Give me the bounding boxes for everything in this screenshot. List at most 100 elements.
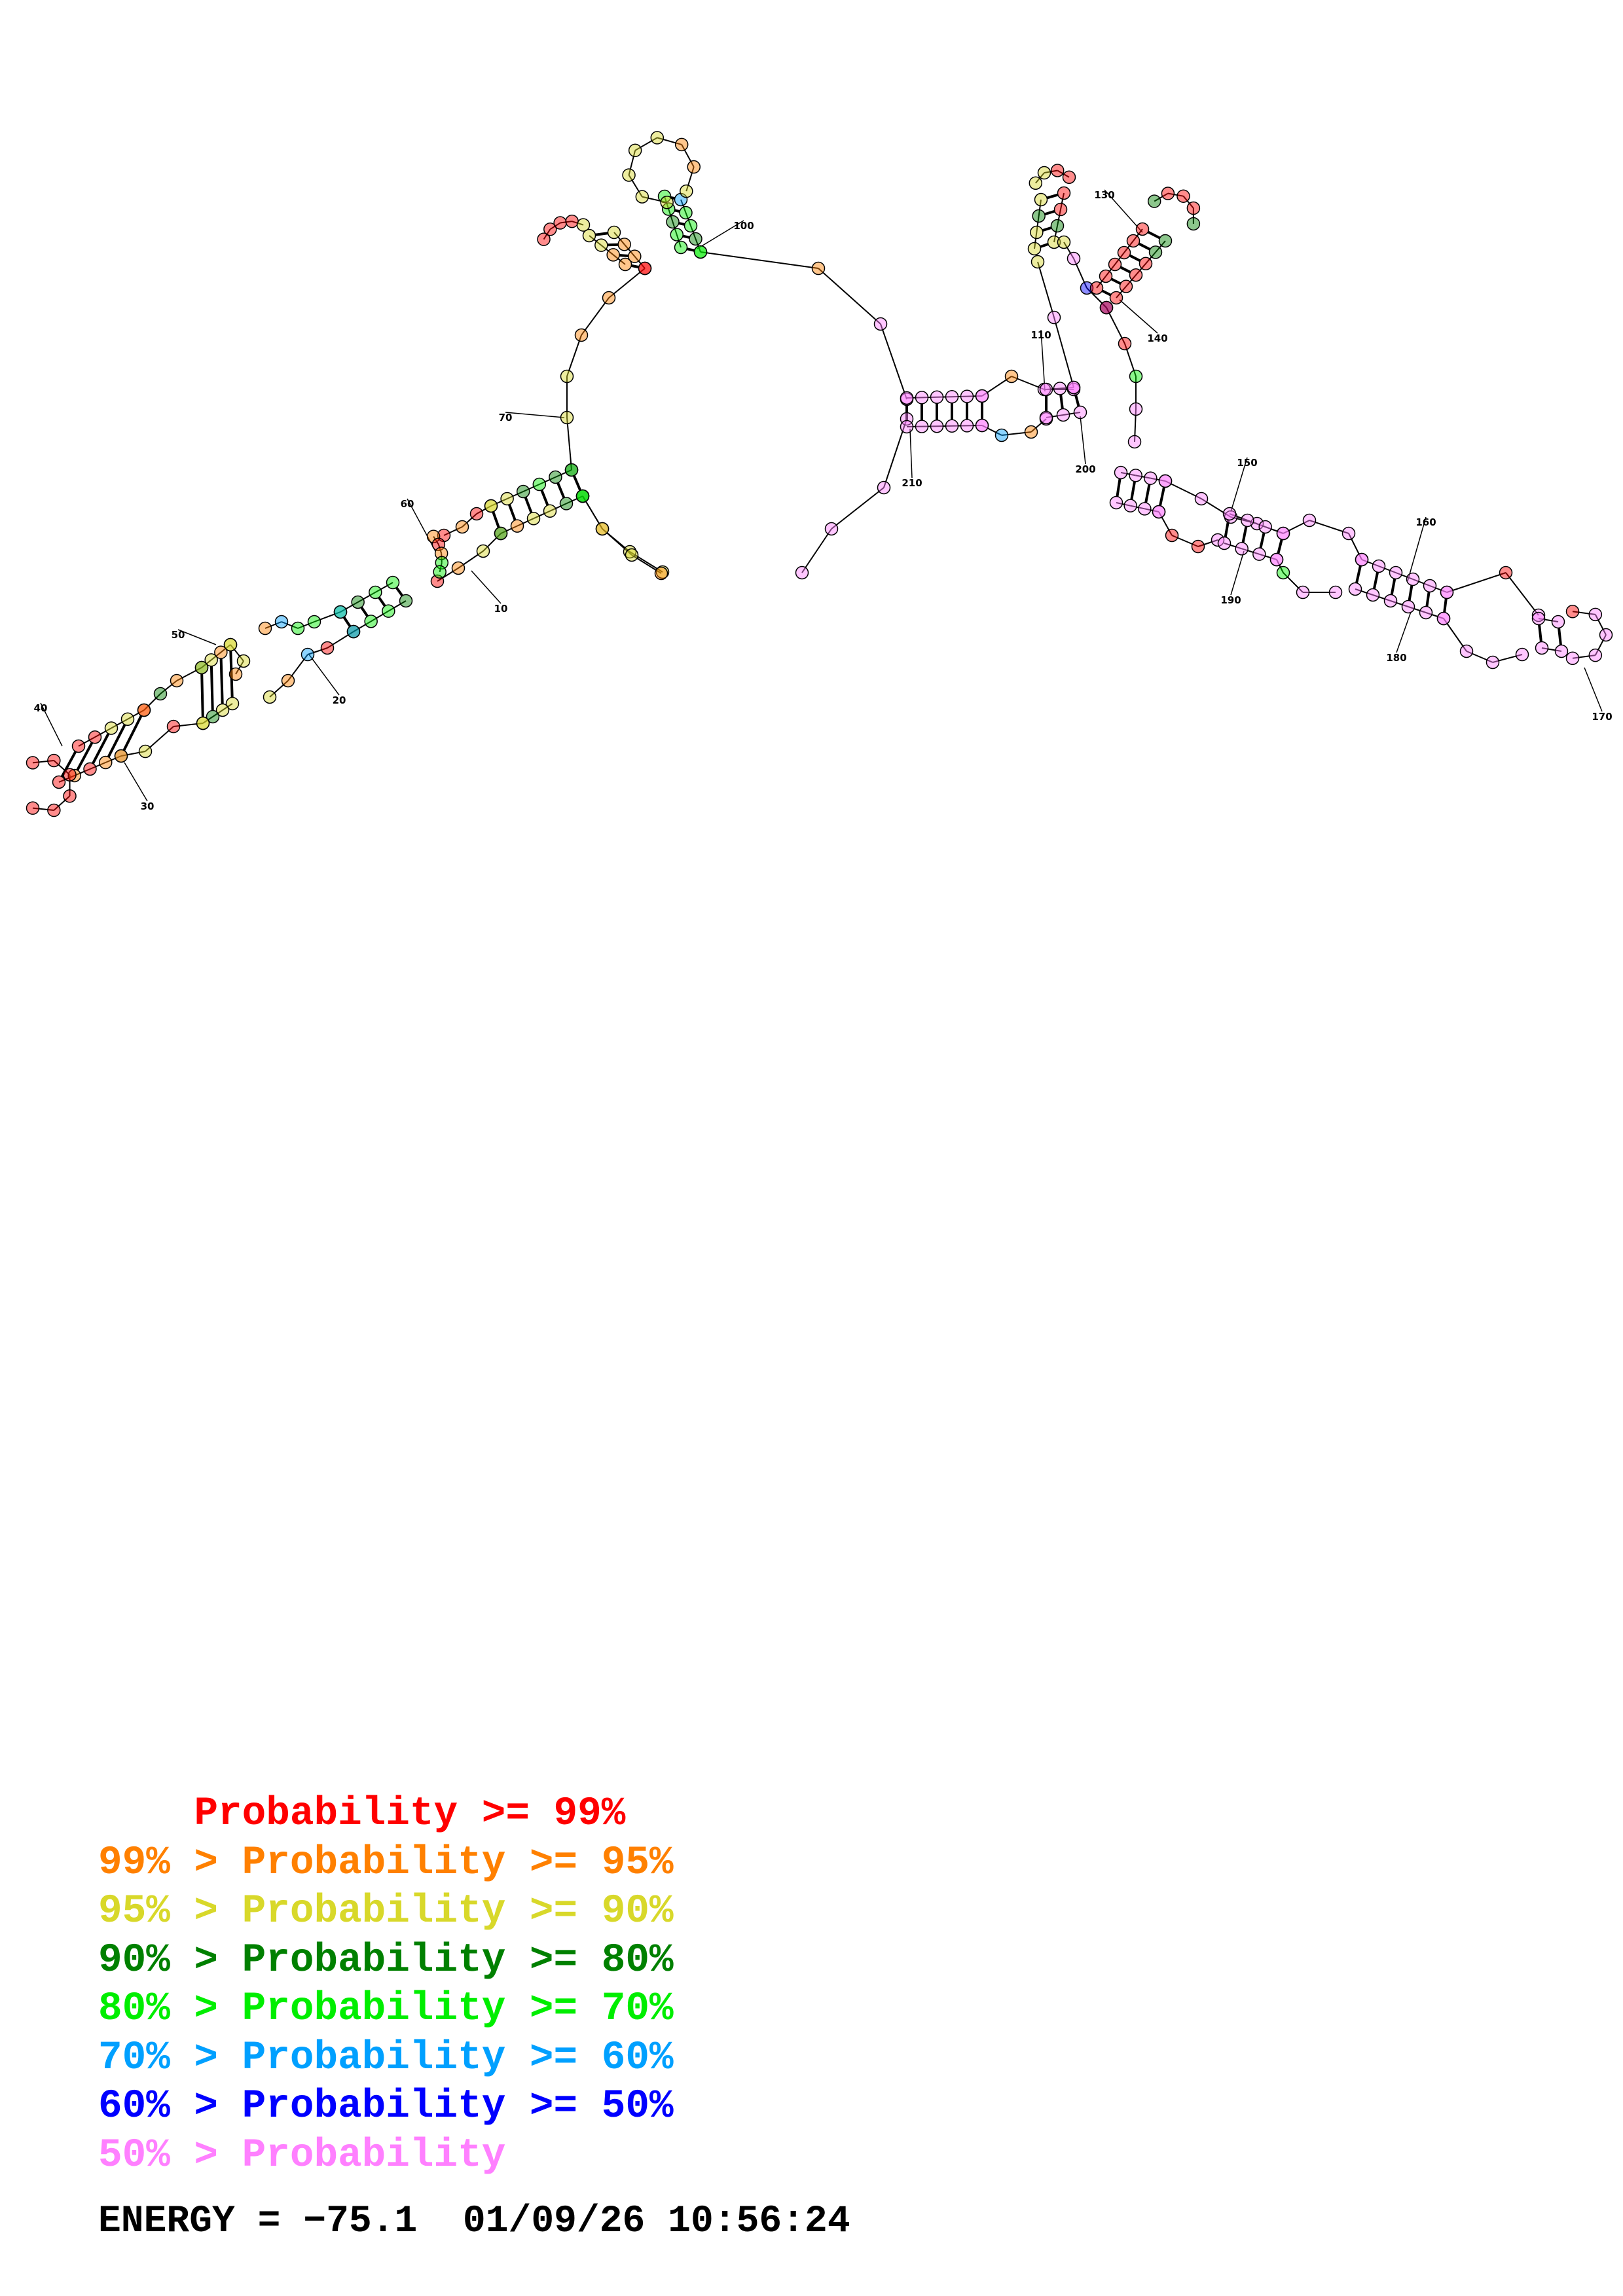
backbone-segment bbox=[589, 235, 602, 246]
rna-secondary-structure: 10 20 30 40 50 60 70 100 110 130 140 150 160 170 180 19… bbox=[26, 131, 1613, 817]
backbone-segment bbox=[1309, 520, 1349, 534]
nucleotide bbox=[1515, 647, 1529, 662]
nucleotide bbox=[71, 739, 86, 753]
nucleotide bbox=[1252, 547, 1266, 561]
base-pair-bond bbox=[682, 234, 690, 239]
nucleotide bbox=[1276, 565, 1290, 580]
nucleotide bbox=[1109, 495, 1123, 510]
nucleotide bbox=[47, 753, 61, 768]
nucleotide bbox=[333, 605, 348, 619]
nucleotide bbox=[930, 390, 944, 404]
nucleotide bbox=[1139, 257, 1153, 271]
nucleotide bbox=[1423, 579, 1437, 593]
nucleotide bbox=[1029, 176, 1043, 190]
nucleotide bbox=[1004, 369, 1019, 384]
nucleotide bbox=[606, 248, 620, 262]
nucleotide bbox=[549, 470, 562, 484]
nucleotide bbox=[263, 690, 277, 704]
nucleotide bbox=[1037, 166, 1051, 180]
legend-text: Probability >= 50% bbox=[242, 2084, 674, 2129]
nucleotide bbox=[1129, 268, 1143, 282]
nucleotide bbox=[500, 492, 514, 506]
backbone-segment bbox=[680, 199, 687, 213]
nucleotide bbox=[689, 232, 702, 246]
nucleotide bbox=[795, 565, 809, 580]
backbone-segment bbox=[566, 417, 572, 471]
backbone-segment bbox=[433, 536, 439, 545]
nucleotide bbox=[153, 687, 168, 701]
backbone-segment bbox=[1046, 387, 1061, 390]
nucleotide bbox=[320, 641, 335, 655]
nucleotide bbox=[687, 160, 701, 174]
nucleotide bbox=[650, 131, 665, 145]
backbone-segment bbox=[1395, 572, 1413, 580]
nucleotide bbox=[915, 391, 929, 404]
nucleotide bbox=[1117, 245, 1131, 260]
backbone-segment bbox=[981, 425, 1002, 436]
nucleotide bbox=[1039, 382, 1053, 397]
backbone-segment bbox=[685, 212, 691, 226]
backbone-segment bbox=[1247, 520, 1266, 528]
nucleotide bbox=[1024, 425, 1038, 439]
nucleotide bbox=[516, 484, 530, 499]
nucleotide bbox=[1186, 201, 1201, 215]
legend-threshold: 50% > bbox=[98, 2132, 242, 2178]
base-pair-bond bbox=[342, 616, 352, 628]
backbone-segment bbox=[1505, 572, 1539, 616]
legend-text: Probability >= 99% bbox=[194, 1791, 626, 1837]
nucleotide bbox=[526, 511, 541, 526]
nucleotide bbox=[1419, 605, 1433, 620]
energy-footer: ENERGY = −75.1 01/09/26 10:56:24 bbox=[98, 2200, 850, 2243]
base-pair-bond bbox=[1040, 243, 1049, 248]
nucleotide bbox=[618, 257, 632, 272]
backbone-segment bbox=[1125, 274, 1137, 287]
legend-text: Probability bbox=[242, 2132, 506, 2178]
backbone-segment bbox=[695, 238, 701, 253]
backbone-segment bbox=[127, 709, 145, 720]
nucleotide bbox=[1053, 382, 1067, 395]
base-pair-bond bbox=[1129, 254, 1141, 262]
nucleotide bbox=[455, 520, 469, 534]
backbone-segment bbox=[1135, 263, 1146, 276]
backbone-segment bbox=[566, 334, 582, 377]
backbone-segment bbox=[634, 137, 658, 151]
nucleotide bbox=[635, 190, 649, 204]
nucleotide bbox=[1148, 245, 1163, 259]
nucleotide bbox=[1389, 565, 1403, 580]
footer-spacer bbox=[417, 2200, 463, 2243]
backbone-segment bbox=[685, 166, 695, 192]
backbone-segment bbox=[966, 395, 983, 397]
nucleotide bbox=[1348, 582, 1362, 596]
legend-threshold: 70% > bbox=[98, 2035, 242, 2081]
base-pair-bond bbox=[556, 482, 566, 499]
nucleotide bbox=[1372, 559, 1386, 573]
backbone-segment bbox=[1348, 533, 1362, 560]
backbone-segment bbox=[1145, 251, 1156, 264]
nucleotide bbox=[945, 419, 959, 433]
backbone-segment bbox=[600, 244, 614, 256]
nucleotide bbox=[26, 756, 40, 770]
backbone-segment bbox=[1155, 240, 1166, 253]
backbone-segment bbox=[517, 518, 534, 527]
backbone-segment bbox=[1182, 196, 1194, 209]
nucleotide bbox=[1241, 513, 1254, 528]
base-pair-bond bbox=[1241, 526, 1248, 543]
backbone-segment bbox=[124, 762, 148, 802]
position-label: 130 bbox=[1094, 189, 1114, 201]
nucleotide bbox=[1165, 528, 1179, 543]
backbone-segment bbox=[1040, 329, 1046, 392]
base-pair-bond bbox=[378, 596, 386, 607]
backbone-segment bbox=[176, 667, 202, 681]
backbone-segment bbox=[1116, 285, 1127, 298]
base-pair-bond bbox=[200, 673, 204, 717]
backbone-segment bbox=[1035, 172, 1045, 184]
base-pair-bond bbox=[107, 724, 126, 758]
nucleotide bbox=[1147, 194, 1161, 208]
backbone-segment bbox=[549, 503, 567, 512]
nucleotide bbox=[537, 232, 551, 246]
base-pair-bond bbox=[1443, 598, 1448, 613]
nucleotide bbox=[660, 195, 674, 209]
base-pair-bond bbox=[524, 497, 533, 514]
backbone-segment bbox=[581, 297, 610, 336]
nucleotide bbox=[236, 654, 251, 668]
